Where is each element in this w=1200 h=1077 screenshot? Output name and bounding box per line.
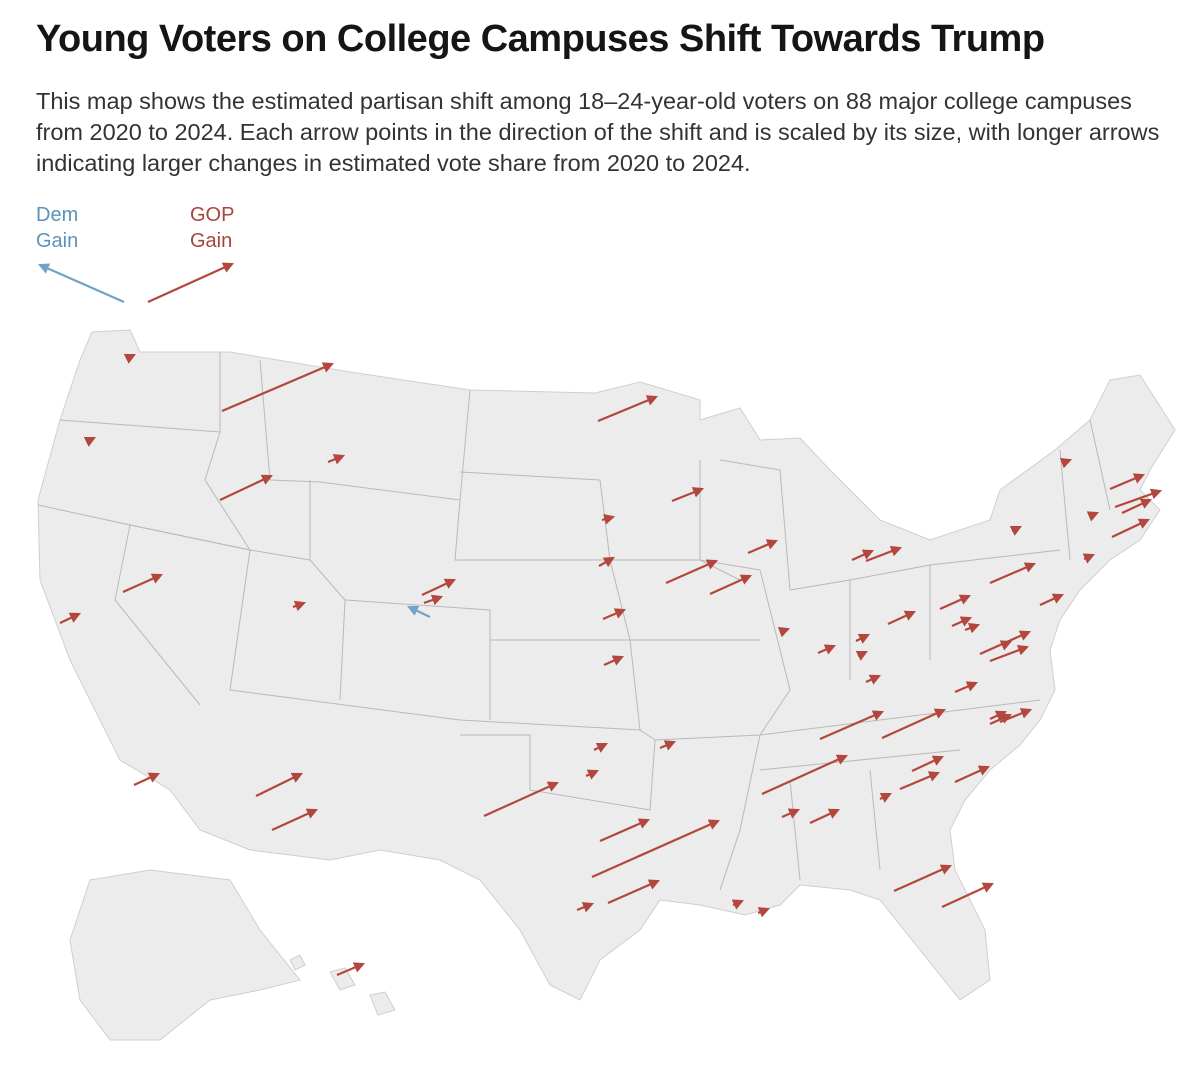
legend-dem-label: Dem Gain <box>36 202 78 254</box>
campus-arrow <box>292 600 307 612</box>
campus-arrow <box>989 562 1037 585</box>
campus-arrow <box>607 879 661 905</box>
campus-arrow <box>602 608 627 621</box>
campus-arrow <box>887 610 916 625</box>
chart-title: Young Voters on College Campuses Shift T… <box>36 18 1045 60</box>
campus-arrow <box>597 395 659 423</box>
campus-arrows <box>59 354 1163 977</box>
campus-arrow <box>865 546 903 563</box>
campus-arrow <box>1109 473 1146 491</box>
campus-arrow <box>777 626 791 638</box>
campus-arrow <box>576 902 595 913</box>
alaska <box>69 869 301 1041</box>
campus-arrow <box>809 808 840 824</box>
campus-arrow <box>1121 498 1152 514</box>
campus-arrow <box>709 574 753 596</box>
campus-arrow <box>939 594 972 611</box>
campus-arrow <box>817 644 837 655</box>
legend-dem-arrow <box>37 263 125 304</box>
campus-arrow <box>271 808 319 832</box>
campus-arrow <box>421 578 456 596</box>
campus-arrow <box>911 755 944 772</box>
campus-arrow <box>593 743 608 753</box>
campus-arrow <box>1039 593 1065 607</box>
campus-arrow <box>747 539 779 555</box>
campus-arrow <box>671 487 705 503</box>
campus-arrow <box>999 640 1013 651</box>
campus-arrow <box>598 556 615 568</box>
campus-arrow <box>855 651 868 661</box>
campus-arrow <box>951 616 973 628</box>
campus-arrow <box>964 623 981 634</box>
campus-arrow <box>941 882 994 908</box>
campus-arrow <box>989 710 1007 721</box>
campus-arrow <box>133 772 160 786</box>
state-borders <box>37 352 1111 891</box>
campus-arrow <box>599 818 651 843</box>
campus-arrow <box>881 708 947 740</box>
campus-arrow <box>603 655 625 667</box>
campus-arrow <box>407 605 431 618</box>
campus-arrow <box>601 514 616 525</box>
legend-gop-label: GOP Gain <box>190 202 234 254</box>
campus-arrow <box>255 772 303 797</box>
legend-dem-line2: Gain <box>36 230 79 252</box>
campus-arrow <box>865 674 881 685</box>
campus-arrow <box>665 559 719 585</box>
campus-arrow <box>1082 553 1096 564</box>
campus-arrow <box>1086 511 1100 522</box>
campus-arrow <box>122 573 164 594</box>
campus-arrow <box>819 710 885 741</box>
campus-arrow <box>1111 518 1150 538</box>
campus-arrow <box>1114 488 1163 509</box>
campus-arrow <box>423 594 444 606</box>
legend-gop-line1: GOP <box>190 204 235 226</box>
campus-arrow <box>989 644 1030 663</box>
hawaii <box>289 954 396 1016</box>
campus-arrow <box>757 907 771 918</box>
legend-gop-line2: Gain <box>190 230 233 252</box>
campus-arrow <box>893 864 953 893</box>
campus-arrow <box>781 808 801 819</box>
campus-arrow <box>851 549 875 562</box>
campus-arrow <box>83 437 96 447</box>
campus-arrow <box>219 474 273 501</box>
campus-arrow <box>221 362 335 413</box>
campus-arrow <box>1009 526 1022 536</box>
campus-arrow <box>954 681 979 694</box>
campus-arrow <box>1059 457 1073 469</box>
campus-arrow <box>336 962 366 977</box>
campus-arrow <box>483 781 560 818</box>
campus-arrow <box>879 793 892 803</box>
campus-arrow <box>899 771 941 791</box>
campus-arrow <box>59 612 81 624</box>
legend-dem-line1: Dem <box>36 204 79 226</box>
campus-arrow <box>585 769 600 780</box>
campus-arrow <box>761 754 849 796</box>
campus-arrow <box>731 899 745 910</box>
campus-arrow <box>659 740 677 751</box>
campus-arrow <box>123 354 136 364</box>
campus-arrow <box>954 765 991 784</box>
campus-arrow <box>855 634 870 644</box>
chart-subtitle: This map shows the estimated partisan sh… <box>36 88 1160 176</box>
campus-arrow <box>327 454 346 465</box>
campus-arrow <box>591 819 721 879</box>
legend-gop-arrow <box>147 262 235 304</box>
